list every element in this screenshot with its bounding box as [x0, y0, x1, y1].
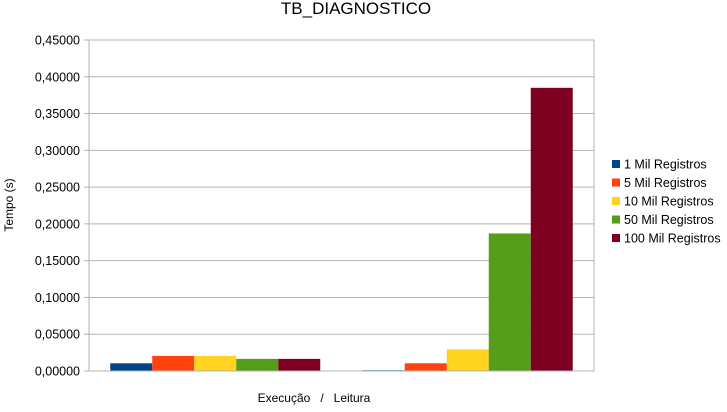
bar — [152, 355, 195, 371]
y-tick-label: 0,05000 — [35, 328, 80, 342]
legend: 1 Mil Registros 5 Mil Registros 10 Mil Reg… — [612, 158, 721, 246]
y-tick-label: 0,15000 — [35, 254, 80, 268]
y-tick-label: 0,30000 — [35, 144, 80, 158]
bar — [194, 355, 237, 371]
legend-swatch — [612, 178, 620, 187]
bar — [236, 358, 279, 371]
legend-entry: 5 Mil Registros — [624, 176, 707, 190]
y-tick-label: 0,45000 — [35, 34, 80, 48]
y-axis-label: Tempo (s) — [2, 178, 16, 231]
bar — [446, 349, 489, 371]
chart-title: TB_DIAGNOSTICO — [281, 0, 431, 18]
bar — [278, 358, 321, 371]
bars — [110, 87, 573, 372]
legend-swatch — [612, 160, 620, 168]
y-tick-label: 0,10000 — [35, 291, 80, 305]
y-tick-label: 0,35000 — [35, 107, 80, 121]
plot-frame — [88, 39, 595, 372]
legend-entry: 10 Mil Registros — [624, 195, 714, 209]
legend-entry: 100 Mil Registros — [624, 232, 721, 246]
y-tick-label: 0,00000 — [35, 365, 80, 379]
y-tick-labels: 0,00000 0,05000 0,10000 0,15000 0,20000 0,250… — [35, 34, 89, 379]
legend-swatch — [612, 215, 620, 224]
bar — [110, 363, 153, 371]
y-tick-label: 0,25000 — [35, 181, 80, 195]
bar — [530, 87, 573, 372]
y-tick-label: 0,40000 — [35, 70, 80, 84]
legend-entry: 50 Mil Registros — [624, 213, 714, 227]
x-axis-label: Execução / Leitura — [258, 391, 371, 405]
bar — [404, 363, 447, 371]
y-tick-label: 0,20000 — [35, 217, 80, 231]
bar — [488, 233, 531, 371]
legend-swatch — [612, 234, 620, 242]
legend-swatch — [612, 197, 620, 205]
legend-entry: 1 Mil Registros — [624, 158, 707, 172]
